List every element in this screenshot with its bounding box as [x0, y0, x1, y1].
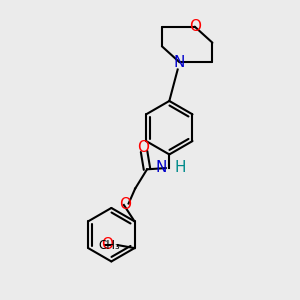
- Text: O: O: [189, 19, 201, 34]
- Text: H: H: [175, 160, 186, 175]
- Text: O: O: [119, 197, 131, 212]
- Text: CH₃: CH₃: [99, 238, 120, 252]
- Text: N: N: [174, 55, 185, 70]
- Text: O: O: [101, 237, 113, 252]
- Text: N: N: [156, 160, 167, 175]
- Text: O: O: [137, 140, 149, 155]
